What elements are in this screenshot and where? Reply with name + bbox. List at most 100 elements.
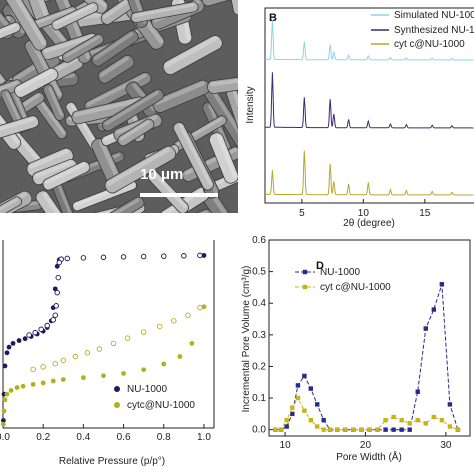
sem-rod	[130, 1, 199, 23]
plot-frame	[264, 7, 474, 204]
sem-rod-highlight	[210, 75, 238, 87]
adsorption-point	[4, 391, 10, 397]
desorption-point	[52, 360, 58, 367]
adsorption-point	[201, 304, 207, 310]
sem-rod-highlight	[207, 84, 238, 147]
pxrd-chart: B 5 10 15 2θ (degree) Intensity Simulated NU-1…	[245, 7, 474, 229]
sem-rod	[100, 0, 133, 25]
sem-rod-highlight	[0, 198, 18, 213]
sem-rod	[101, 88, 165, 132]
sem-rod-highlight	[74, 98, 142, 117]
legend-label: cyt c@NU-1000	[394, 39, 465, 50]
desorption-point	[100, 254, 107, 261]
series-marker	[343, 427, 348, 432]
series-marker	[295, 383, 301, 388]
plot-frame	[268, 239, 471, 437]
desorption-point	[50, 317, 56, 323]
sem-rod	[72, 0, 109, 14]
sem-rod-body	[42, 161, 91, 191]
sem-rod-body	[101, 88, 165, 132]
scale-label: 10 μm	[140, 166, 184, 183]
series-marker	[407, 421, 412, 426]
x-axis-label: Pore Width (Å)	[336, 450, 402, 463]
desorption-point	[140, 253, 147, 260]
sem-rod-body	[104, 145, 177, 194]
sem-rod	[173, 208, 213, 213]
x-tick-label: 0.4	[76, 432, 90, 443]
adsorption-point	[2, 363, 8, 369]
sem-rod	[1, 0, 48, 51]
desorption-point	[44, 322, 50, 329]
adsorption-point	[1, 408, 7, 414]
series-marker	[284, 417, 289, 423]
pore-distribution-chart: D 0.0 0.1 0.2 0.3 0.4 0.5 0.6 10 20 30 Pore Width (…	[241, 235, 471, 463]
desorption-point	[38, 326, 44, 333]
sem-rod	[0, 196, 23, 213]
series-marker	[383, 417, 388, 423]
y-tick-label: 0.5	[252, 267, 266, 278]
adsorption-point	[8, 388, 14, 393]
series-marker	[327, 427, 333, 432]
series-marker	[415, 389, 420, 394]
legend-label: NU-1000	[320, 267, 360, 278]
series-marker	[321, 427, 326, 432]
sem-rod-body	[117, 118, 155, 147]
desorption-point	[80, 255, 87, 261]
series-marker	[284, 424, 289, 429]
legend-label: cyt c@NU-1000	[320, 282, 391, 293]
adsorption-point	[16, 338, 22, 343]
x-tick-label: 0.0	[0, 432, 10, 443]
desorption-point	[53, 303, 60, 309]
sem-rod-body	[0, 0, 15, 40]
sem-rod	[42, 84, 66, 121]
sem-rod-highlight	[54, 4, 94, 25]
sem-rod-highlight	[205, 159, 238, 190]
y-tick-label: 0.6	[252, 235, 266, 246]
adsorption-point	[80, 375, 86, 381]
series-marker	[431, 307, 437, 312]
sem-rod-highlight	[28, 149, 69, 169]
sem-rod-highlight	[154, 81, 206, 105]
sem-rod-highlight	[208, 189, 236, 213]
y-axis-label: Incremental Pore Volume (cm³/g)	[241, 266, 252, 413]
sem-rod-highlight	[79, 0, 107, 8]
series-marker	[302, 373, 307, 379]
legend-label: cytc@NU-1000	[127, 400, 195, 411]
series-marker	[439, 417, 445, 423]
sem-rod-highlight	[106, 147, 171, 186]
sem-rod	[207, 74, 238, 94]
sem-rod-highlight	[99, 140, 121, 182]
desorption-point	[30, 366, 36, 373]
sem-rod	[104, 145, 177, 194]
y-tick-label: 0.4	[252, 298, 266, 309]
legend-label: Synthesized NU-1000	[394, 25, 474, 36]
sem-rod-body	[51, 2, 99, 31]
sem-rod-highlight	[34, 160, 73, 178]
series-marker	[423, 326, 428, 331]
sem-rod-highlight	[99, 56, 129, 77]
sem-rod	[51, 2, 99, 31]
legend-marker	[114, 386, 120, 392]
sem-rod-highlight	[9, 82, 30, 128]
series-marker	[273, 427, 278, 432]
sem-rod-highlight	[0, 117, 35, 133]
series-marker	[367, 427, 372, 432]
adsorption-point	[201, 253, 207, 258]
series-marker	[431, 414, 437, 420]
legend-label: Simulated NU-1000	[394, 10, 474, 21]
sem-rod-highlight	[93, 32, 134, 61]
series-marker	[308, 417, 314, 423]
adsorption-point	[121, 371, 126, 376]
series-marker	[278, 427, 284, 432]
pore-distribution-chart-panel: D 0.0 0.1 0.2 0.3 0.4 0.5 0.6 10 20 30 Pore Width (…	[238, 232, 474, 474]
adsorption-point	[141, 367, 147, 373]
desorption-point	[181, 253, 187, 259]
sem-rod-highlight	[48, 87, 63, 117]
desorption-point	[110, 340, 117, 347]
adsorption-point	[1, 421, 6, 427]
x-tick-label: 1.0	[197, 432, 211, 443]
desorption-point	[140, 329, 147, 335]
x-tick-label: 20	[360, 440, 372, 451]
sem-rod-highlight	[16, 69, 54, 91]
sem-rod-highlight	[43, 34, 94, 53]
